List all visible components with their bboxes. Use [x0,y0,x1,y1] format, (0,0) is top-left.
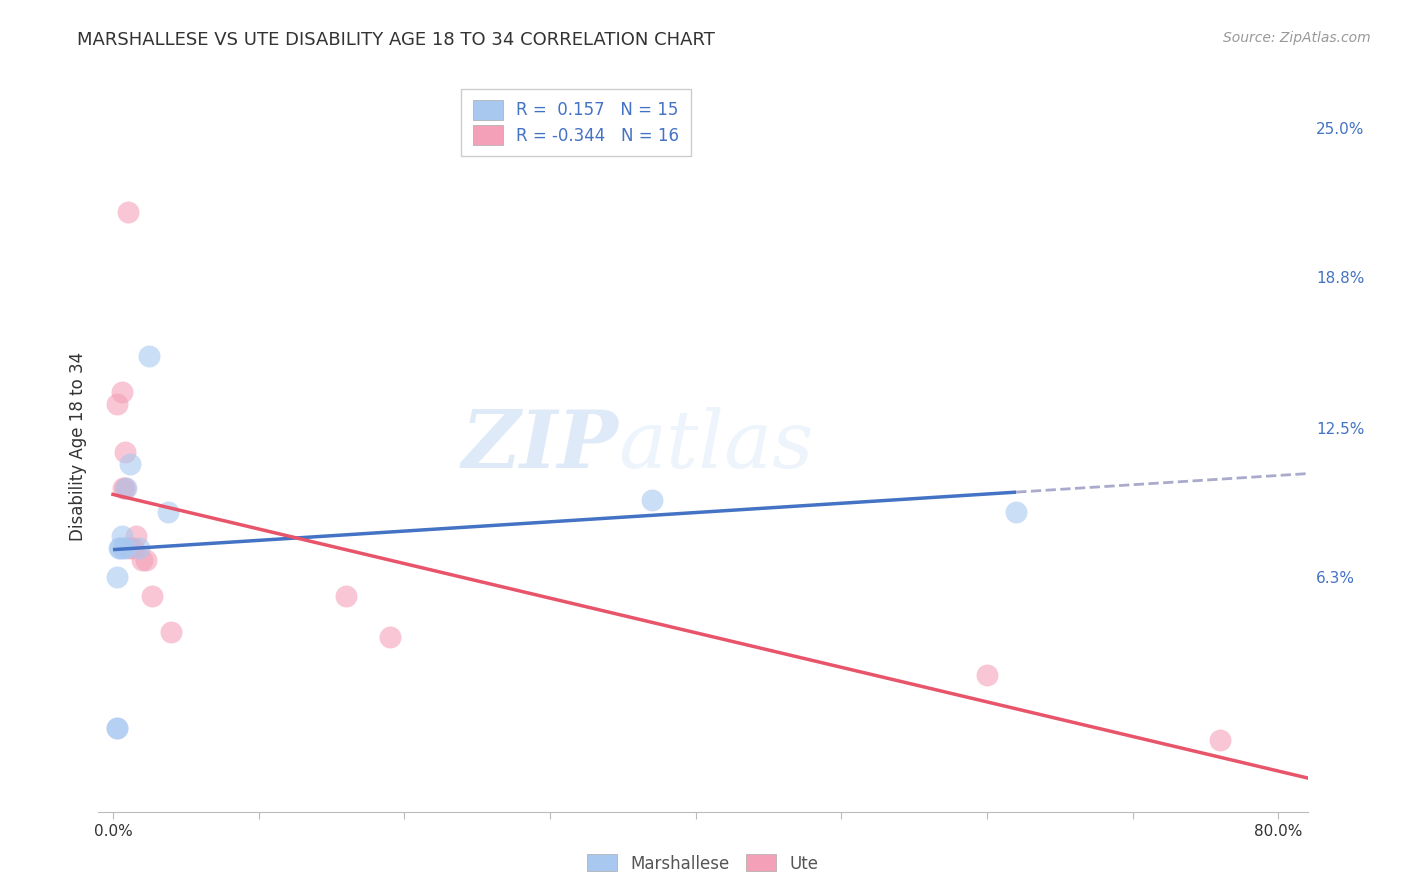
Point [120,457,142,471]
Point [1005,505,1028,519]
Point [131,553,153,567]
Text: atlas: atlas [619,408,814,484]
Point [108,541,131,555]
Point [138,349,160,363]
Point [117,205,139,219]
Point [111,385,134,400]
Point [112,481,135,495]
Point [115,481,138,495]
Point [111,529,134,543]
Point [160,624,183,639]
Text: ZIP: ZIP [461,408,619,484]
Point [141,589,163,603]
Legend: R =  0.157   N = 15, R = -0.344   N = 16: R = 0.157 N = 15, R = -0.344 N = 16 [461,88,690,156]
Text: MARSHALLESE VS UTE DISABILITY AGE 18 TO 34 CORRELATION CHART: MARSHALLESE VS UTE DISABILITY AGE 18 TO … [77,31,716,49]
Point [105,397,128,411]
Point [114,481,136,495]
Point [378,630,401,644]
Point [335,589,357,603]
Point [157,505,180,519]
Point [1209,732,1232,747]
Point [135,553,157,567]
Point [110,541,132,555]
Point [105,721,128,735]
Point [128,541,150,555]
Point [122,541,145,555]
Point [105,570,128,584]
Point [112,541,135,555]
Point [976,668,998,682]
Point [125,529,148,543]
Point [114,541,136,555]
Point [114,445,136,459]
Point [105,721,128,735]
Y-axis label: Disability Age 18 to 34: Disability Age 18 to 34 [69,351,87,541]
Legend: Marshallese, Ute: Marshallese, Ute [581,847,825,880]
Text: Source: ZipAtlas.com: Source: ZipAtlas.com [1223,31,1371,45]
Point [118,541,141,555]
Point [641,492,664,507]
